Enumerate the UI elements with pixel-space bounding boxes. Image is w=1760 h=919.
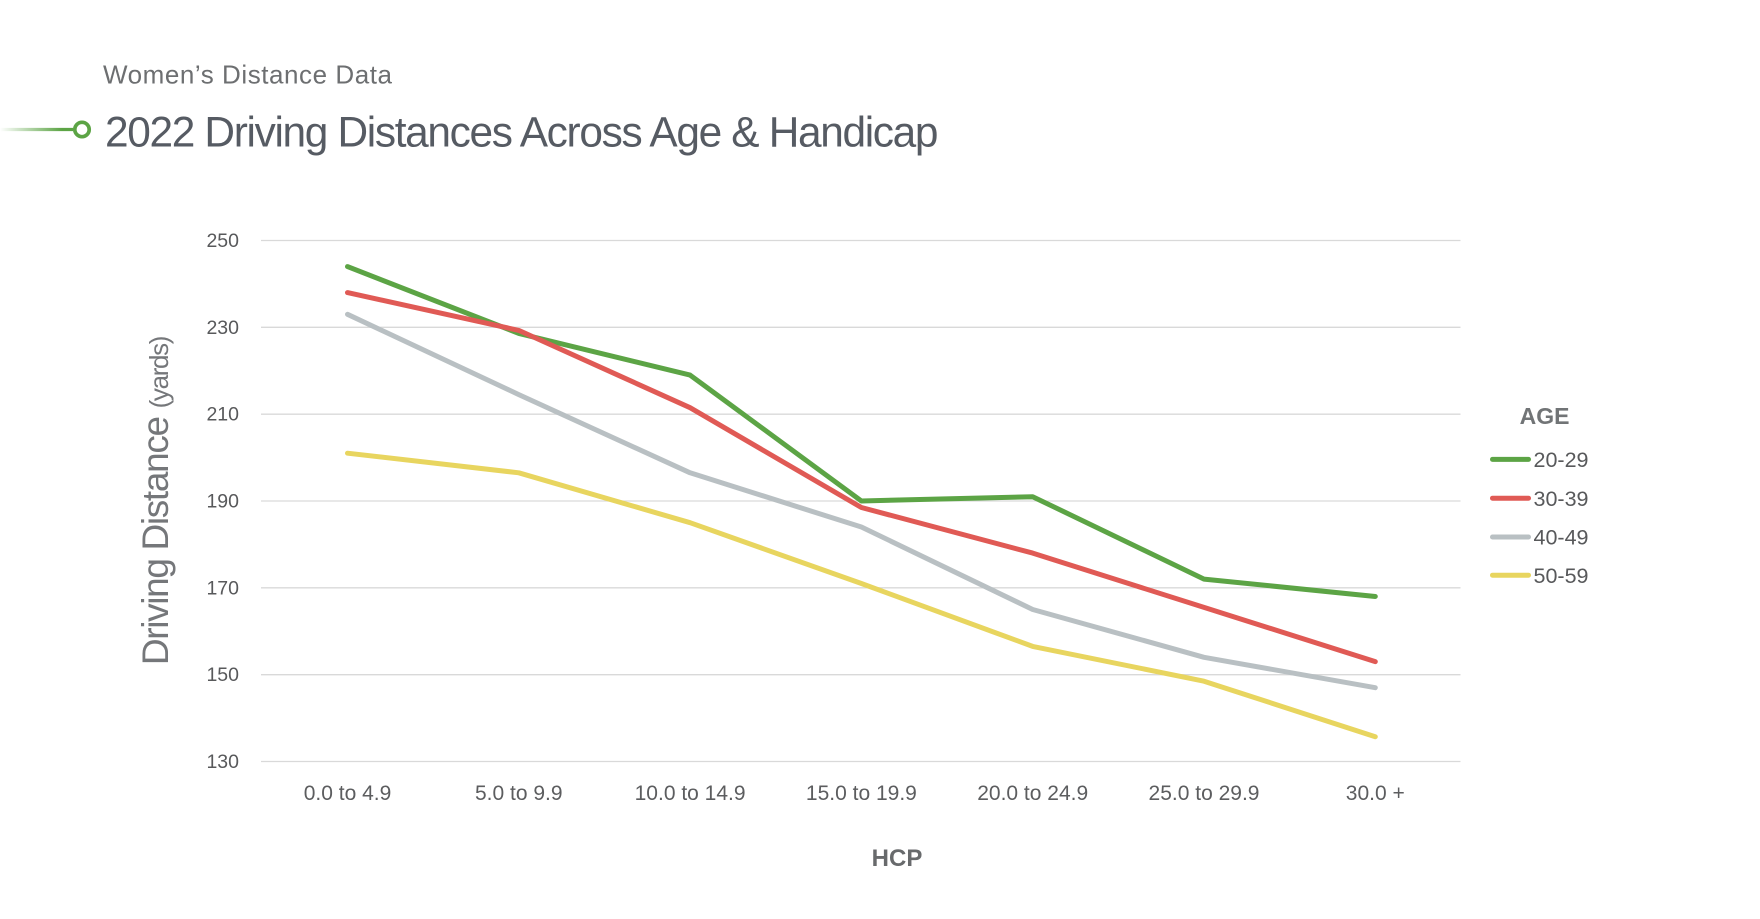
svg-text:25.0 to 29.9: 25.0 to 29.9: [1149, 782, 1260, 805]
svg-text:130: 130: [206, 751, 239, 773]
svg-text:20.0 to 24.9: 20.0 to 24.9: [977, 782, 1088, 805]
svg-text:30-39: 30-39: [1534, 487, 1589, 511]
svg-text:170: 170: [206, 577, 239, 599]
svg-text:2022 Driving Distances Across: 2022 Driving Distances Across Age & Hand…: [105, 109, 937, 156]
svg-text:Driving Distance (yards): Driving Distance (yards): [135, 336, 176, 665]
svg-text:50-59: 50-59: [1534, 564, 1589, 588]
svg-text:150: 150: [206, 664, 239, 686]
svg-text:10.0 to 14.9: 10.0 to 14.9: [635, 782, 746, 805]
svg-text:230: 230: [206, 317, 239, 339]
svg-text:190: 190: [206, 491, 239, 513]
svg-text:40-49: 40-49: [1534, 526, 1589, 550]
svg-text:HCP: HCP: [872, 845, 923, 872]
svg-text:15.0 to 19.9: 15.0 to 19.9: [806, 782, 917, 805]
svg-text:Women’s Distance Data: Women’s Distance Data: [103, 60, 393, 90]
svg-text:0.0 to 4.9: 0.0 to 4.9: [304, 782, 392, 805]
svg-text:210: 210: [206, 404, 239, 426]
svg-text:250: 250: [206, 230, 239, 252]
svg-text:30.0 +: 30.0 +: [1346, 782, 1405, 805]
svg-text:AGE: AGE: [1520, 403, 1570, 429]
svg-text:5.0 to 9.9: 5.0 to 9.9: [475, 782, 563, 805]
svg-text:20-29: 20-29: [1534, 448, 1589, 472]
